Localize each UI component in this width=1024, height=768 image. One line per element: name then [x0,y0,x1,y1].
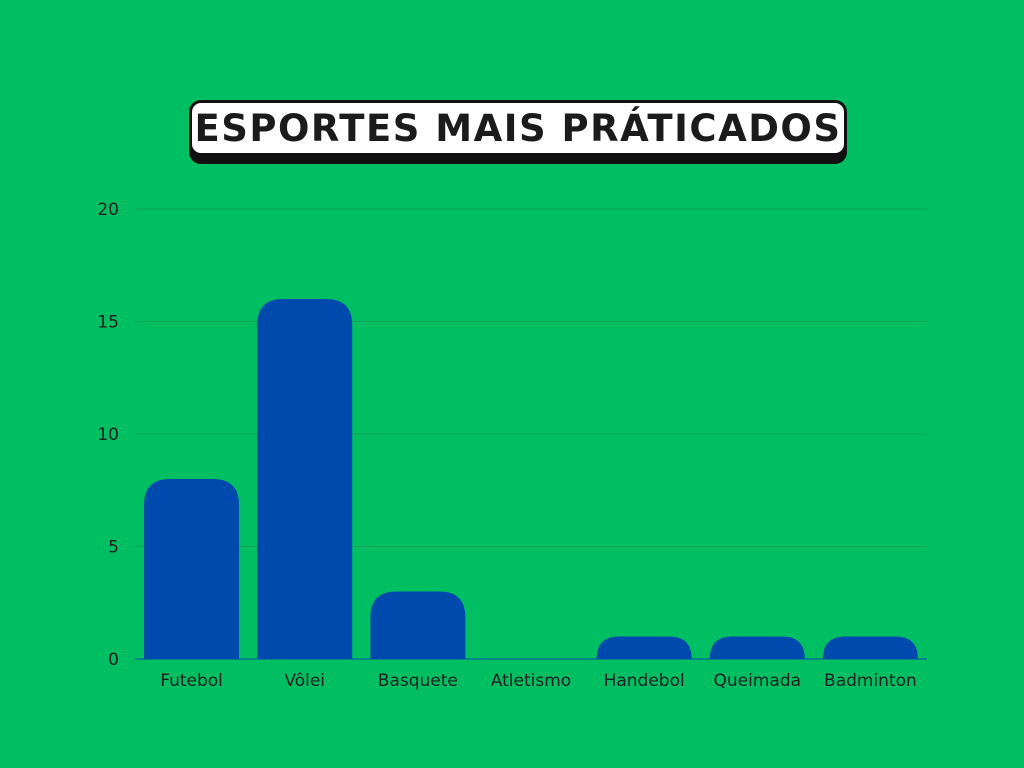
bar-basquete [370,591,466,659]
bar-futebol [144,479,240,659]
x-axis-tick-labels: Futebol Vôlei Basquete Atletismo Handebol Que… [160,671,917,691]
bar-handebol [596,636,692,659]
y-tick-label: 15 [97,313,119,333]
x-tick-label: Futebol [160,671,223,691]
y-tick-label: 5 [108,538,119,558]
chart-title-box: ESPORTES MAIS PRÁTICADOS [189,100,847,156]
y-tick-label: 0 [108,650,119,670]
x-tick-label: Vôlei [284,671,325,691]
y-tick-label: 20 [97,200,119,220]
bars [135,299,927,660]
chart-title: ESPORTES MAIS PRÁTICADOS [194,106,842,150]
bar-queimada [709,636,805,659]
x-tick-label: Basquete [378,671,458,691]
x-tick-label: Badminton [824,671,917,691]
x-tick-label: Atletismo [491,671,571,691]
bar-badminton [822,636,918,659]
x-tick-label: Handebol [604,671,685,691]
bar-v-lei [257,299,353,659]
y-tick-label: 10 [97,425,119,445]
x-tick-label: Queimada [714,671,802,691]
y-axis-tick-labels: 0 5 10 15 20 [97,200,119,670]
